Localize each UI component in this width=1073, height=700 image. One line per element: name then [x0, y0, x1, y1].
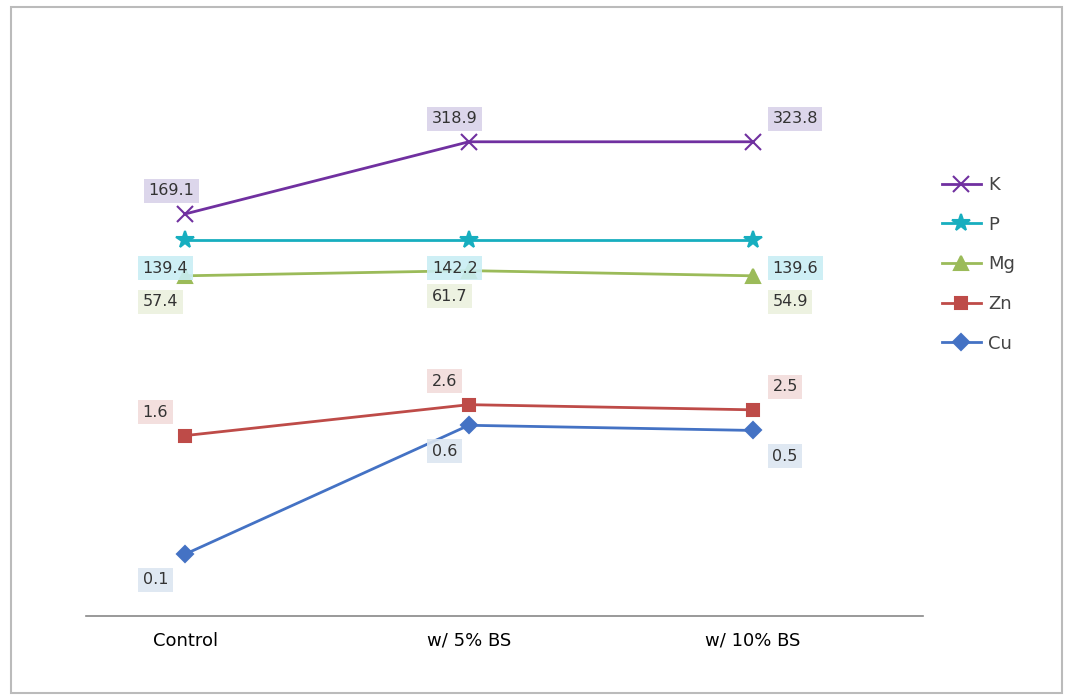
Zn	[462, 400, 475, 409]
Text: 57.4: 57.4	[143, 294, 178, 309]
Zn	[746, 405, 759, 414]
Zn	[179, 431, 192, 440]
Text: 0.1: 0.1	[143, 573, 168, 587]
Text: 2.5: 2.5	[773, 379, 798, 394]
Text: 0.5: 0.5	[773, 449, 798, 463]
P	[746, 235, 759, 244]
Cu	[746, 426, 759, 435]
Line: Mg: Mg	[178, 264, 760, 283]
Text: 318.9: 318.9	[432, 111, 477, 126]
Text: 1.6: 1.6	[143, 405, 168, 420]
P	[462, 235, 475, 244]
Text: 323.8: 323.8	[773, 111, 818, 126]
Legend: K, P, Mg, Zn, Cu: K, P, Mg, Zn, Cu	[935, 169, 1023, 360]
Cu	[179, 550, 192, 559]
K	[746, 138, 759, 146]
Line: K: K	[177, 134, 760, 222]
Text: 142.2: 142.2	[432, 260, 477, 276]
K	[462, 138, 475, 146]
Text: 2.6: 2.6	[432, 374, 457, 389]
K	[179, 210, 192, 218]
Text: 61.7: 61.7	[432, 289, 468, 304]
Mg	[462, 267, 475, 275]
Text: 139.6: 139.6	[773, 260, 818, 276]
Line: Zn: Zn	[179, 398, 759, 442]
Line: Cu: Cu	[179, 420, 759, 560]
Text: 54.9: 54.9	[773, 294, 808, 309]
Mg	[746, 272, 759, 280]
Cu	[462, 421, 475, 430]
Mg	[179, 272, 192, 280]
Text: 0.6: 0.6	[432, 444, 457, 458]
P	[179, 235, 192, 244]
Text: 169.1: 169.1	[148, 183, 194, 198]
Line: P: P	[176, 231, 762, 248]
Text: 139.4: 139.4	[143, 260, 188, 276]
